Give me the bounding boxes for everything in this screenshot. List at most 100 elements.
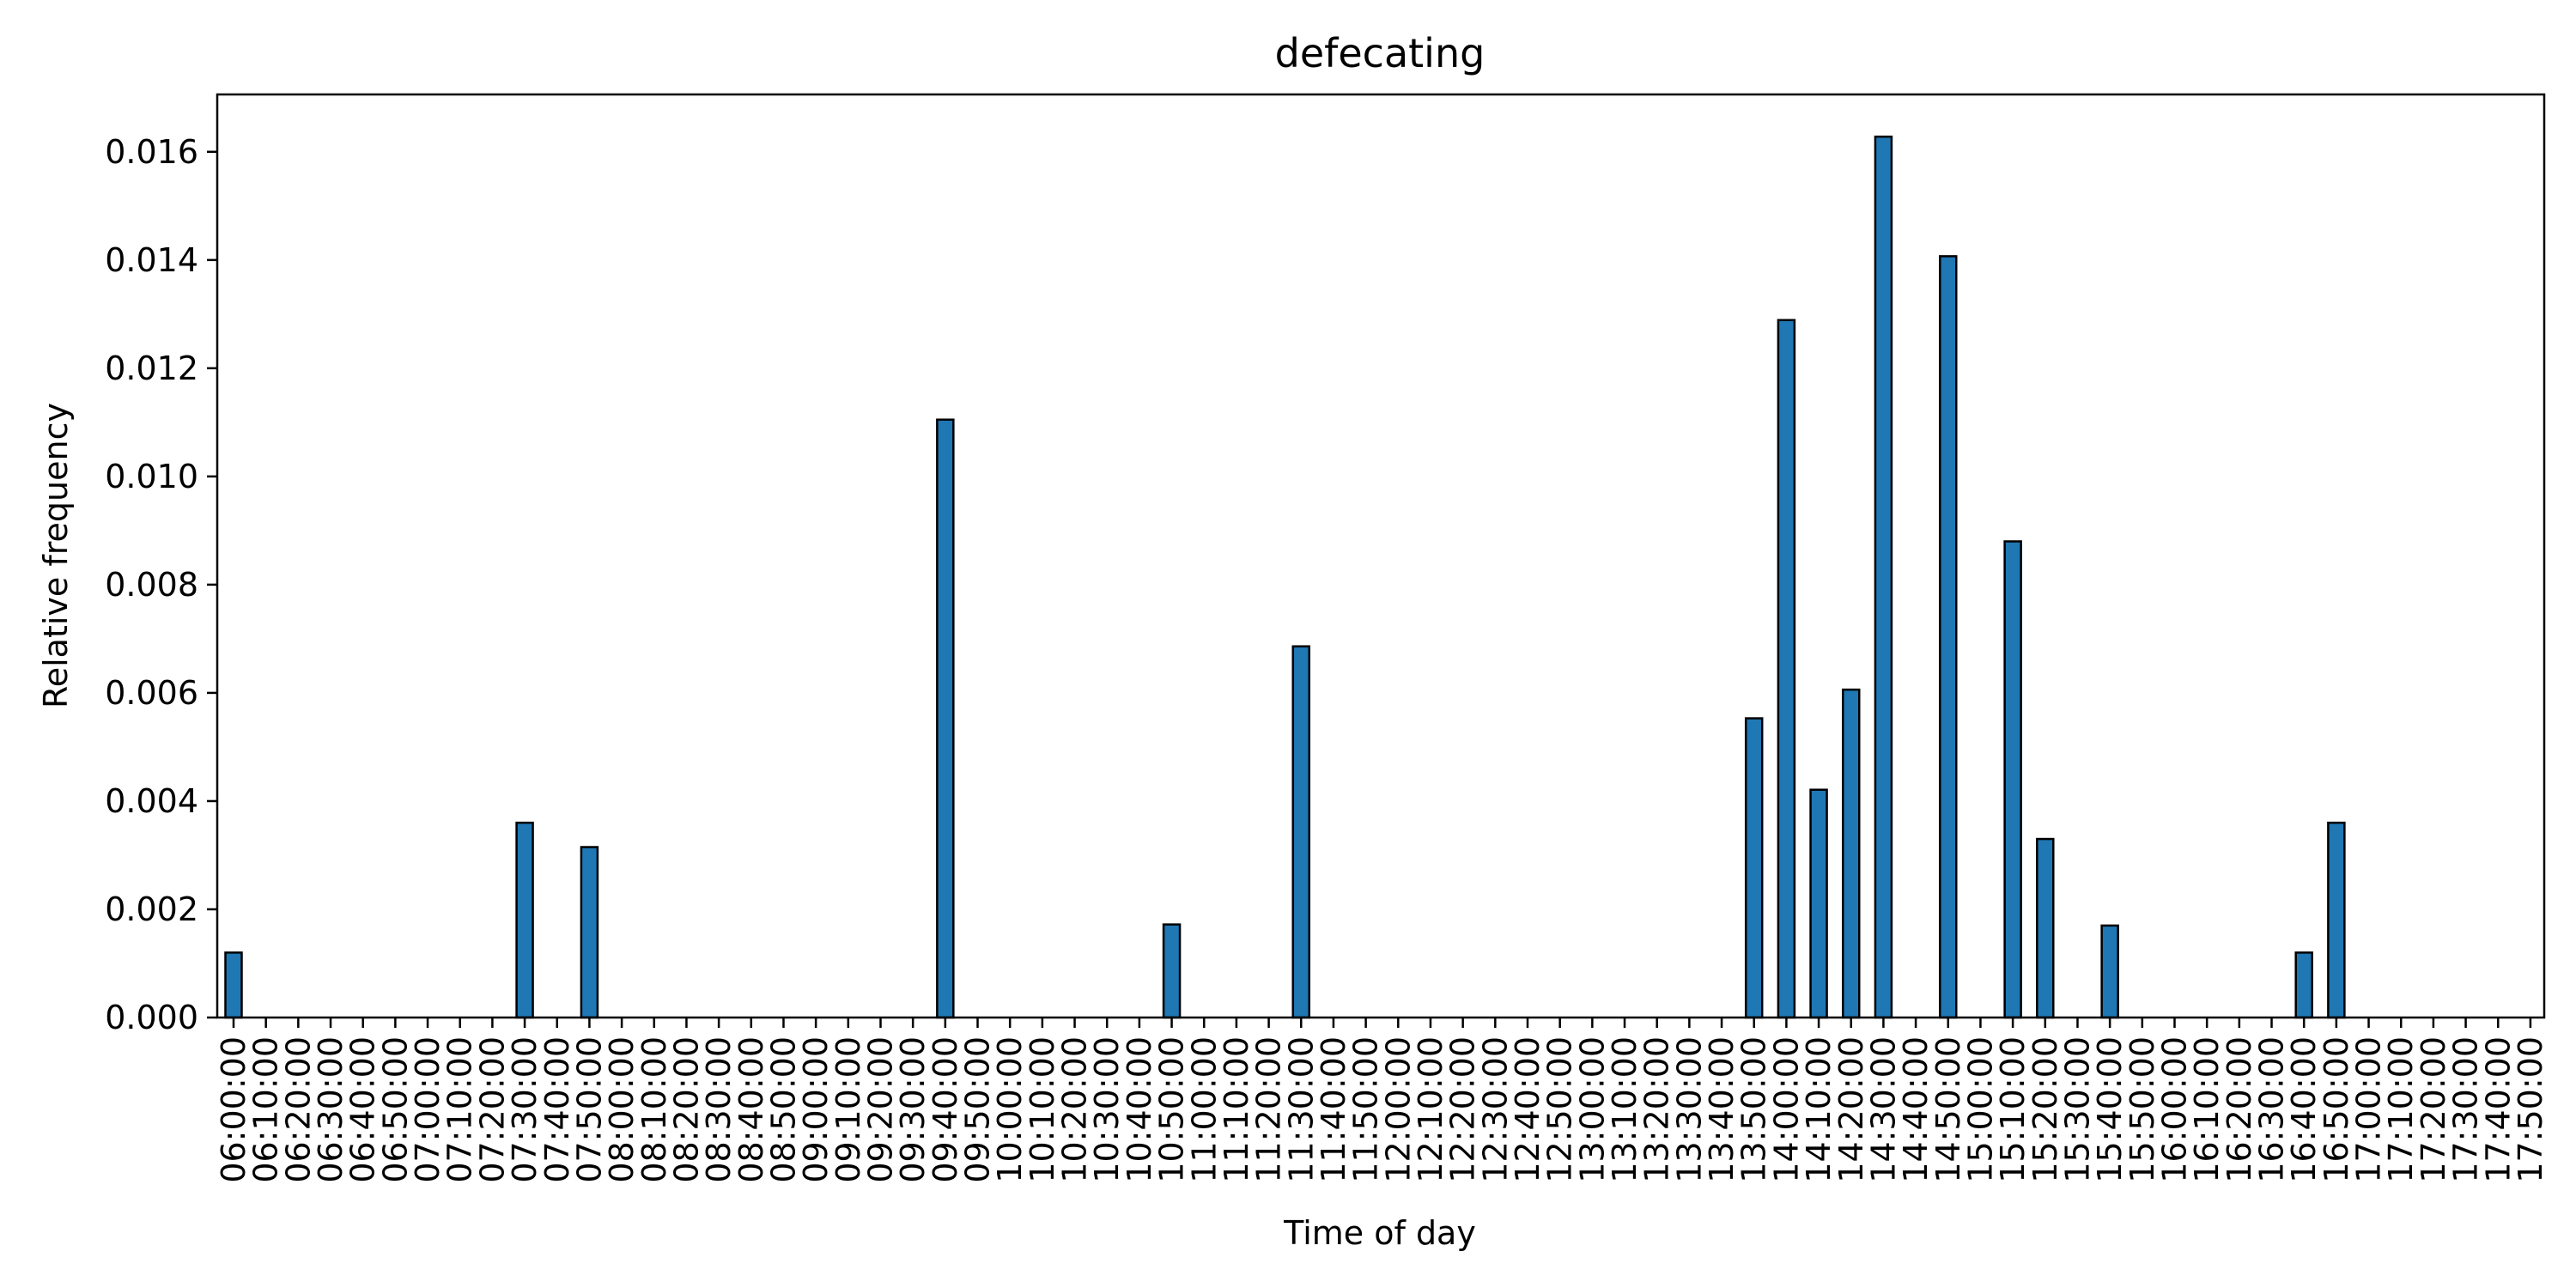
x-tick-label: 10:20:00: [1056, 1036, 1094, 1183]
x-tick-label: 17:30:00: [2447, 1036, 2485, 1183]
x-tick-label: 13:40:00: [1703, 1036, 1741, 1183]
x-tick-label: 17:40:00: [2479, 1036, 2517, 1183]
x-tick-label: 12:20:00: [1444, 1036, 1482, 1183]
x-tick-label: 17:10:00: [2382, 1036, 2420, 1183]
x-tick-label: 07:50:00: [570, 1036, 608, 1183]
bar-11:30:00: [1291, 645, 1311, 1019]
x-tick-label: 08:00:00: [603, 1036, 641, 1183]
x-tick-label: 15:30:00: [2058, 1036, 2096, 1183]
x-axis-label: Time of day: [1283, 1214, 1476, 1252]
bar-13:50:00: [1744, 717, 1764, 1019]
x-tick-label: 16:50:00: [2318, 1036, 2355, 1183]
x-tick-label: 07:00:00: [409, 1036, 447, 1183]
bar-06:00:00: [224, 951, 243, 1019]
x-tick-label: 07:10:00: [441, 1036, 479, 1183]
x-tick-label: 11:30:00: [1282, 1036, 1320, 1183]
x-tick-label: 15:10:00: [1994, 1036, 2032, 1183]
x-tick-label: 15:50:00: [2123, 1036, 2161, 1183]
plot-frame: [216, 93, 2546, 1019]
bar-15:10:00: [2003, 540, 2022, 1019]
x-tick-label: 07:30:00: [506, 1036, 544, 1183]
bar-15:20:00: [2036, 837, 2055, 1019]
x-tick-label: 06:00:00: [215, 1036, 252, 1183]
y-tick-label: 0.008: [105, 566, 198, 604]
x-tick-label: 06:20:00: [279, 1036, 317, 1183]
bar-07:30:00: [515, 821, 534, 1019]
bar-14:50:00: [1939, 255, 1958, 1019]
x-tick-label: 06:50:00: [376, 1036, 414, 1183]
x-tick-label: 09:50:00: [959, 1036, 997, 1183]
x-tick-label: 13:50:00: [1735, 1036, 1773, 1183]
y-tick-label: 0.000: [105, 999, 198, 1036]
x-tick-label: 14:40:00: [1897, 1036, 1935, 1183]
x-tick-label: 13:20:00: [1638, 1036, 1676, 1183]
y-axis: 0.000 0.002 0.004 0.006 0.008 0.010 0.012 0.014…: [105, 133, 217, 1036]
x-tick-label: 08:40:00: [732, 1036, 770, 1183]
bar-09:40:00: [936, 418, 955, 1019]
y-tick-label: 0.002: [105, 890, 198, 928]
x-tick-label: 06:40:00: [344, 1036, 382, 1183]
x-tick-label: 12:50:00: [1541, 1036, 1579, 1183]
x-tick-label: 15:40:00: [2091, 1036, 2129, 1183]
x-tick-label: 08:50:00: [764, 1036, 802, 1183]
chart-title: defecating: [1275, 30, 1485, 76]
x-tick-label: 10:50:00: [1153, 1036, 1191, 1183]
x-tick-label: 17:50:00: [2512, 1036, 2549, 1183]
x-tick-label: 08:20:00: [667, 1036, 705, 1183]
x-tick-label: 17:20:00: [2415, 1036, 2452, 1183]
bar-14:10:00: [1809, 788, 1828, 1019]
x-tick-label: 10:30:00: [1088, 1036, 1126, 1183]
x-tick-label: 13:00:00: [1573, 1036, 1611, 1183]
x-tick-label: 11:40:00: [1315, 1036, 1352, 1183]
y-tick-label: 0.012: [105, 349, 198, 387]
x-tick-label: 11:50:00: [1347, 1036, 1385, 1183]
x-tick-label: 09:40:00: [927, 1036, 964, 1183]
bar-14:00:00: [1777, 319, 1796, 1019]
x-tick-label: 13:30:00: [1670, 1036, 1708, 1183]
x-tick-label: 11:00:00: [1185, 1036, 1223, 1183]
bar-16:50:00: [2327, 821, 2346, 1019]
y-tick-label: 0.010: [105, 458, 198, 495]
y-tick-label: 0.004: [105, 782, 198, 820]
x-tick-label: 09:10:00: [829, 1036, 867, 1183]
x-tick-label: 16:10:00: [2188, 1036, 2226, 1183]
x-tick-label: 14:30:00: [1864, 1036, 1902, 1183]
x-tick-label: 13:10:00: [1606, 1036, 1643, 1183]
x-tick-label: 09:20:00: [862, 1036, 900, 1183]
x-tick-label: 07:40:00: [538, 1036, 576, 1183]
x-tick-label: 06:10:00: [247, 1036, 285, 1183]
y-tick-label: 0.006: [105, 674, 198, 712]
x-tick-label: 10:00:00: [991, 1036, 1029, 1183]
x-tick-label: 09:00:00: [797, 1036, 835, 1183]
x-tick-label: 10:10:00: [1024, 1036, 1061, 1183]
x-tick-label: 15:00:00: [1961, 1036, 1999, 1183]
bar-07:50:00: [580, 846, 599, 1019]
x-axis: 06:00:0006:10:0006:20:0006:30:0006:40:00…: [215, 1018, 2549, 1183]
x-tick-label: 16:30:00: [2253, 1036, 2291, 1183]
x-tick-label: 14:50:00: [1929, 1036, 1967, 1183]
x-tick-label: 11:10:00: [1218, 1036, 1255, 1183]
x-tick-label: 09:30:00: [894, 1036, 932, 1183]
x-tick-label: 08:30:00: [700, 1036, 738, 1183]
bar-16:40:00: [2294, 951, 2313, 1019]
x-tick-label: 14:10:00: [1800, 1036, 1838, 1183]
x-tick-label: 16:20:00: [2221, 1036, 2258, 1183]
x-tick-label: 15:20:00: [2026, 1036, 2064, 1183]
x-tick-label: 14:00:00: [1767, 1036, 1805, 1183]
x-tick-label: 07:20:00: [473, 1036, 511, 1183]
x-tick-label: 17:00:00: [2350, 1036, 2388, 1183]
x-tick-label: 14:20:00: [1832, 1036, 1870, 1183]
x-tick-label: 12:10:00: [1412, 1036, 1449, 1183]
bar-15:40:00: [2100, 924, 2119, 1019]
bar-14:30:00: [1874, 135, 1893, 1019]
x-tick-label: 12:40:00: [1509, 1036, 1546, 1183]
x-tick-label: 08:10:00: [635, 1036, 673, 1183]
bar-14:20:00: [1842, 688, 1861, 1019]
x-tick-label: 16:40:00: [2285, 1036, 2323, 1183]
x-tick-label: 06:30:00: [312, 1036, 349, 1183]
x-tick-label: 16:00:00: [2156, 1036, 2194, 1183]
y-tick-label: 0.016: [105, 133, 198, 171]
bar-10:50:00: [1162, 923, 1182, 1019]
